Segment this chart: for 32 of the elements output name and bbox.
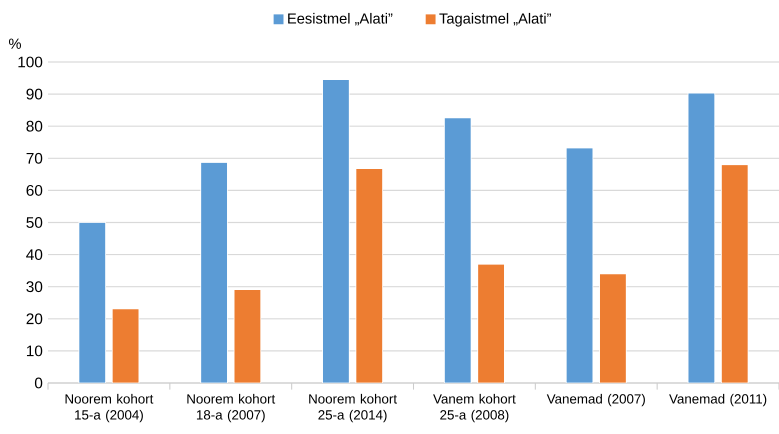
y-tick-label: 80 — [26, 120, 42, 132]
bar — [112, 308, 140, 383]
y-tick-label: 30 — [26, 281, 42, 292]
bar — [200, 162, 228, 383]
bar — [234, 289, 262, 383]
x-tick-label: Vanemad (2007) — [546, 394, 645, 406]
bar — [444, 117, 472, 383]
y-tick-label: 100 — [18, 56, 42, 68]
x-tick-label: Noorem kohort 15-a (2004) — [66, 394, 154, 422]
y-tick-label: 40 — [26, 249, 42, 260]
y-tick-label: 60 — [26, 184, 42, 196]
bar — [721, 164, 748, 383]
x-tick-label: Noorem kohort 18-a (2007) — [187, 394, 276, 422]
x-tick-label: Vanemad (2011) — [669, 394, 766, 406]
bar — [599, 273, 627, 383]
y-tick-label: 50 — [26, 217, 42, 228]
x-tick-label: Vanem kohort 25-a (2008) — [433, 394, 516, 422]
legend-label: Tagaistmel „Alati” — [439, 12, 551, 27]
y-axis-title: % — [9, 38, 21, 49]
bar — [356, 168, 383, 383]
bar — [78, 222, 106, 383]
y-tick-label: 70 — [26, 152, 42, 164]
bar — [688, 92, 716, 383]
bar — [477, 264, 505, 383]
x-tick-label: Noorem kohort 25-a (2014) — [309, 394, 397, 422]
y-tick-label: 20 — [26, 313, 42, 324]
bar — [322, 79, 350, 383]
y-tick-label: 90 — [26, 88, 42, 100]
bar — [566, 148, 594, 383]
y-tick-label: 0 — [34, 378, 42, 388]
legend-label: Eesistmel „Alati” — [288, 12, 392, 26]
y-tick-label: 10 — [26, 345, 42, 356]
